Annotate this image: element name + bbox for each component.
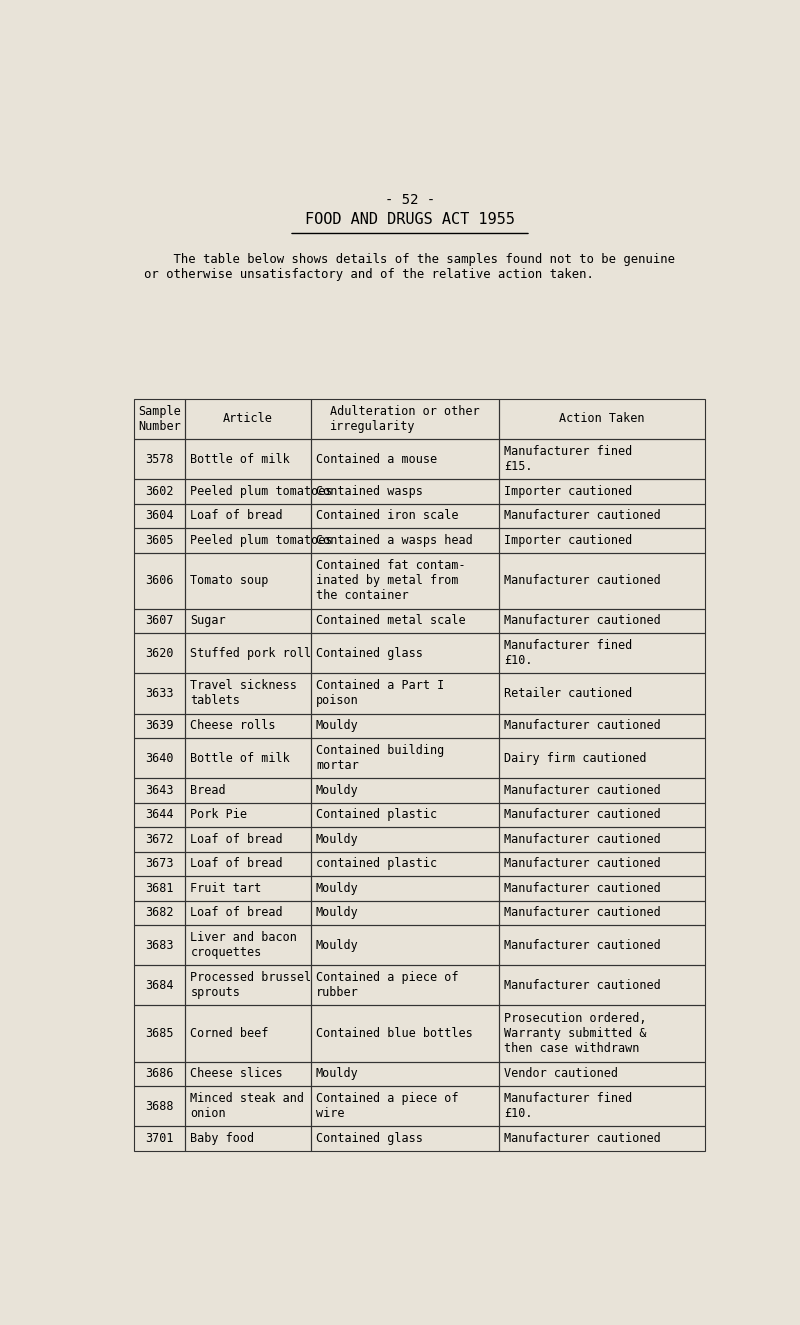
Text: Manufacturer cautioned: Manufacturer cautioned (504, 615, 661, 627)
Text: Peeled plum tomatoes: Peeled plum tomatoes (190, 485, 333, 498)
Text: Mouldy: Mouldy (316, 882, 358, 894)
Text: Contained a Part I
poison: Contained a Part I poison (316, 680, 444, 708)
Text: 3602: 3602 (146, 485, 174, 498)
Text: Manufacturer cautioned: Manufacturer cautioned (504, 833, 661, 845)
Text: 3604: 3604 (146, 509, 174, 522)
Text: Tomato soup: Tomato soup (190, 574, 269, 587)
Text: Bottle of milk: Bottle of milk (190, 453, 290, 465)
Text: 3607: 3607 (146, 615, 174, 627)
Text: Importer cautioned: Importer cautioned (504, 485, 632, 498)
Text: 3701: 3701 (146, 1132, 174, 1145)
Text: Loaf of bread: Loaf of bread (190, 833, 283, 845)
Text: Mouldy: Mouldy (316, 833, 358, 845)
Text: 3605: 3605 (146, 534, 174, 547)
Text: 3640: 3640 (146, 751, 174, 765)
Text: Contained a piece of
rubber: Contained a piece of rubber (316, 971, 458, 999)
Text: Bottle of milk: Bottle of milk (190, 751, 290, 765)
Text: 3685: 3685 (146, 1027, 174, 1040)
Text: Dairy firm cautioned: Dairy firm cautioned (504, 751, 646, 765)
Text: Contained a piece of
wire: Contained a piece of wire (316, 1092, 458, 1120)
Text: Corned beef: Corned beef (190, 1027, 269, 1040)
Text: Manufacturer cautioned: Manufacturer cautioned (504, 1132, 661, 1145)
Text: Manufacturer cautioned: Manufacturer cautioned (504, 719, 661, 733)
Text: Importer cautioned: Importer cautioned (504, 534, 632, 547)
Text: Manufacturer fined
£15.: Manufacturer fined £15. (504, 445, 632, 473)
Text: Manufacturer cautioned: Manufacturer cautioned (504, 906, 661, 920)
Text: Prosecution ordered,
Warranty submitted &
then case withdrawn: Prosecution ordered, Warranty submitted … (504, 1012, 646, 1055)
Text: 3620: 3620 (146, 647, 174, 660)
Text: Manufacturer cautioned: Manufacturer cautioned (504, 574, 661, 587)
Text: Manufacturer fined
£10.: Manufacturer fined £10. (504, 1092, 632, 1120)
Text: FOOD AND DRUGS ACT 1955: FOOD AND DRUGS ACT 1955 (305, 212, 515, 227)
Text: Contained a mouse: Contained a mouse (316, 453, 437, 465)
Text: Action Taken: Action Taken (559, 412, 645, 425)
Text: Manufacturer cautioned: Manufacturer cautioned (504, 784, 661, 798)
Text: Pork Pie: Pork Pie (190, 808, 247, 822)
Text: 3681: 3681 (146, 882, 174, 894)
Text: Baby food: Baby food (190, 1132, 254, 1145)
Text: 3688: 3688 (146, 1100, 174, 1113)
Text: Contained plastic: Contained plastic (316, 808, 437, 822)
Text: The table below shows details of the samples found not to be genuine
or otherwis: The table below shows details of the sam… (145, 253, 675, 281)
Text: Cheese rolls: Cheese rolls (190, 719, 276, 733)
Text: 3686: 3686 (146, 1067, 174, 1080)
Text: - 52 -: - 52 - (385, 192, 435, 207)
Text: Mouldy: Mouldy (316, 938, 358, 951)
Text: 3673: 3673 (146, 857, 174, 871)
Text: Fruit tart: Fruit tart (190, 882, 262, 894)
Text: Stuffed pork roll: Stuffed pork roll (190, 647, 311, 660)
Text: 3683: 3683 (146, 938, 174, 951)
Text: 3633: 3633 (146, 686, 174, 700)
Text: Retailer cautioned: Retailer cautioned (504, 686, 632, 700)
Text: Contained building
mortar: Contained building mortar (316, 745, 444, 772)
Text: Processed brussel
sprouts: Processed brussel sprouts (190, 971, 311, 999)
Text: Mouldy: Mouldy (316, 906, 358, 920)
Text: Minced steak and
onion: Minced steak and onion (190, 1092, 304, 1120)
Text: Loaf of bread: Loaf of bread (190, 509, 283, 522)
Text: Contained wasps: Contained wasps (316, 485, 422, 498)
Text: Mouldy: Mouldy (316, 719, 358, 733)
Text: contained plastic: contained plastic (316, 857, 437, 871)
Text: Manufacturer cautioned: Manufacturer cautioned (504, 979, 661, 992)
Text: Sugar: Sugar (190, 615, 226, 627)
Text: Contained a wasps head: Contained a wasps head (316, 534, 473, 547)
Text: Article: Article (223, 412, 273, 425)
Text: Contained glass: Contained glass (316, 1132, 422, 1145)
Text: 3672: 3672 (146, 833, 174, 845)
Text: Contained iron scale: Contained iron scale (316, 509, 458, 522)
Text: 3639: 3639 (146, 719, 174, 733)
Text: Manufacturer cautioned: Manufacturer cautioned (504, 509, 661, 522)
Text: Travel sickness
tablets: Travel sickness tablets (190, 680, 298, 708)
Text: Mouldy: Mouldy (316, 1067, 358, 1080)
Text: Contained fat contam-
inated by metal from
the container: Contained fat contam- inated by metal fr… (316, 559, 466, 602)
Text: Bread: Bread (190, 784, 226, 798)
Text: Peeled plum tomatoes: Peeled plum tomatoes (190, 534, 333, 547)
Text: Vendor cautioned: Vendor cautioned (504, 1067, 618, 1080)
Text: Manufacturer fined
£10.: Manufacturer fined £10. (504, 639, 632, 668)
Text: 3644: 3644 (146, 808, 174, 822)
Text: 3578: 3578 (146, 453, 174, 465)
Text: Sample
Number: Sample Number (138, 405, 181, 433)
Text: Adulteration or other
irregularity: Adulteration or other irregularity (330, 405, 480, 433)
Text: Manufacturer cautioned: Manufacturer cautioned (504, 882, 661, 894)
Text: 3606: 3606 (146, 574, 174, 587)
Text: 3643: 3643 (146, 784, 174, 798)
Text: 3682: 3682 (146, 906, 174, 920)
Text: Cheese slices: Cheese slices (190, 1067, 283, 1080)
Text: Mouldy: Mouldy (316, 784, 358, 798)
Text: Loaf of bread: Loaf of bread (190, 857, 283, 871)
Text: Manufacturer cautioned: Manufacturer cautioned (504, 808, 661, 822)
Text: Loaf of bread: Loaf of bread (190, 906, 283, 920)
Text: Manufacturer cautioned: Manufacturer cautioned (504, 857, 661, 871)
Text: 3684: 3684 (146, 979, 174, 992)
Text: Manufacturer cautioned: Manufacturer cautioned (504, 938, 661, 951)
Text: Liver and bacon
croquettes: Liver and bacon croquettes (190, 931, 298, 959)
Text: Contained metal scale: Contained metal scale (316, 615, 466, 627)
Text: Contained glass: Contained glass (316, 647, 422, 660)
Text: Contained blue bottles: Contained blue bottles (316, 1027, 473, 1040)
